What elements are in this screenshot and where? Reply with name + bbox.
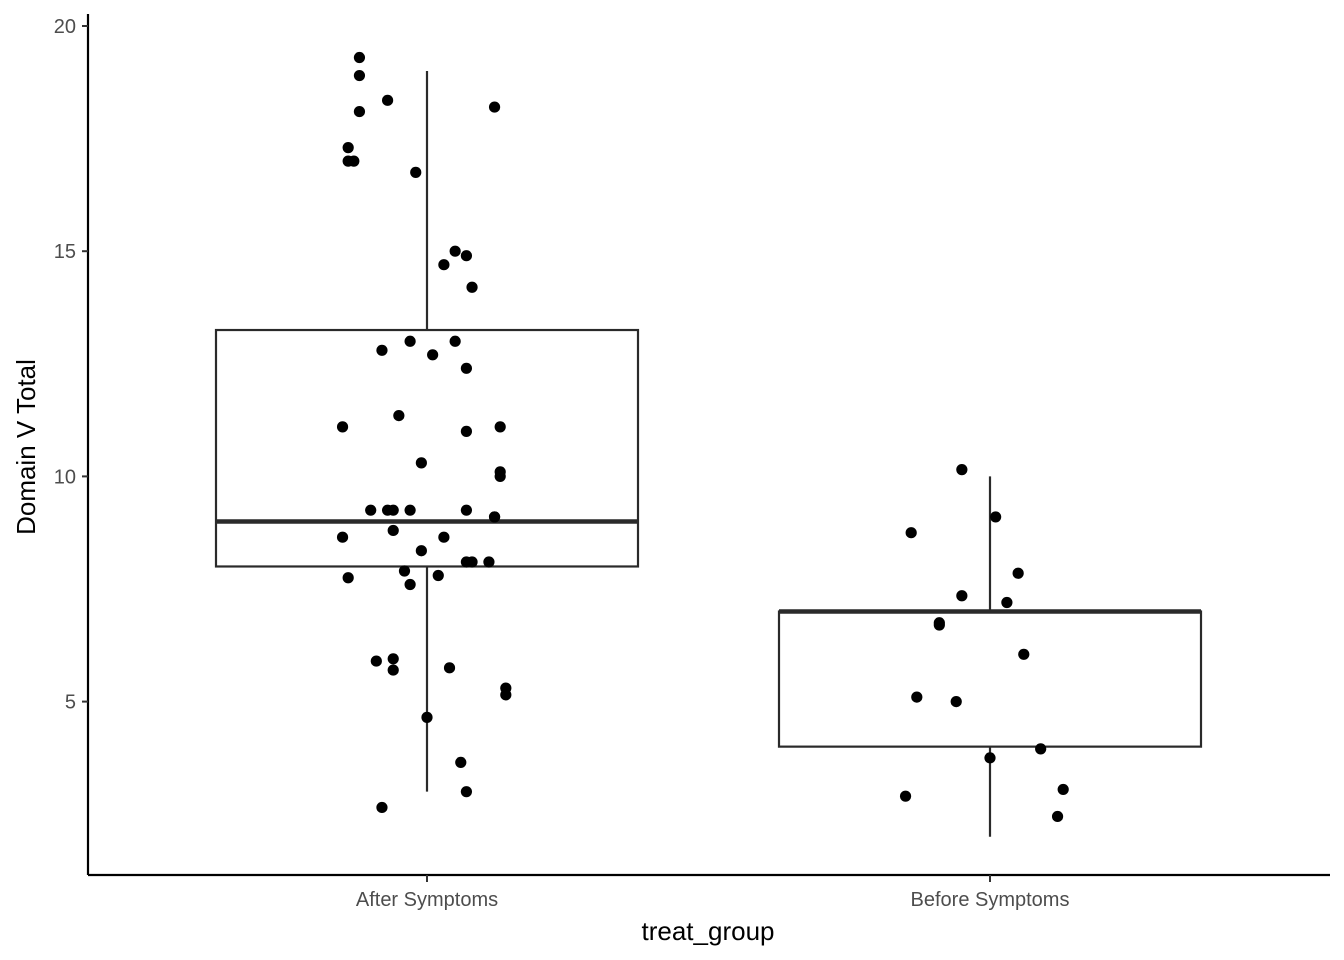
data-point <box>911 691 923 703</box>
data-point <box>438 531 450 543</box>
data-point <box>421 711 433 723</box>
data-point <box>387 664 399 676</box>
data-point <box>1057 783 1069 796</box>
data-point <box>956 464 968 476</box>
data-point <box>376 344 388 356</box>
y-tick-label: 5 <box>65 692 76 714</box>
data-point <box>342 572 354 584</box>
data-point <box>460 425 473 437</box>
x-axis-title: treat_group <box>642 916 775 946</box>
data-point <box>387 524 399 537</box>
data-point <box>1012 567 1024 579</box>
data-point <box>460 786 473 798</box>
data-point <box>950 696 962 708</box>
data-point <box>353 51 366 64</box>
data-point <box>398 565 411 577</box>
boxes-layer <box>214 71 1203 837</box>
data-point <box>342 142 354 154</box>
data-point <box>500 689 512 701</box>
data-point <box>933 619 945 631</box>
data-point <box>483 556 495 568</box>
data-point <box>353 105 366 118</box>
box-iqr <box>214 328 640 568</box>
data-point <box>387 653 399 665</box>
data-point <box>404 504 416 516</box>
data-point <box>984 752 996 764</box>
data-point <box>1035 743 1047 755</box>
data-point <box>1018 648 1030 660</box>
data-point <box>348 155 360 167</box>
data-point <box>336 421 349 433</box>
data-point <box>443 662 456 674</box>
data-point <box>494 470 506 482</box>
y-tick-label: 20 <box>54 16 76 38</box>
data-point <box>410 166 422 178</box>
data-point <box>460 504 473 516</box>
data-point <box>432 569 444 582</box>
data-point <box>336 531 349 543</box>
box-iqr <box>777 610 1203 748</box>
data-point <box>353 69 366 82</box>
data-point <box>365 504 377 516</box>
axes-layer <box>86 14 1330 877</box>
y-tick-label: 15 <box>54 241 76 263</box>
data-point <box>488 511 501 523</box>
x-tick-label: Before Symptoms <box>911 889 1070 911</box>
data-point <box>460 362 473 374</box>
data-point <box>415 457 427 469</box>
data-point <box>466 281 478 293</box>
data-point <box>381 94 394 106</box>
x-tick-label: After Symptoms <box>356 889 498 911</box>
data-point <box>404 578 416 591</box>
data-point <box>455 756 467 769</box>
data-point <box>1001 596 1013 609</box>
data-point <box>427 349 439 361</box>
data-point <box>404 335 416 347</box>
data-point <box>449 245 461 257</box>
x-ticks: After Symptoms Before Symptoms <box>356 875 1070 911</box>
data-point <box>460 250 473 262</box>
data-point <box>1051 810 1064 823</box>
data-point <box>449 335 461 347</box>
data-point <box>488 101 501 113</box>
data-point <box>460 556 473 568</box>
data-point <box>370 655 382 667</box>
data-point <box>376 801 388 814</box>
y-axis-title: Domain V Total <box>11 359 41 535</box>
data-point <box>990 511 1002 523</box>
data-point <box>494 421 506 433</box>
data-point <box>899 790 912 802</box>
data-point <box>438 259 450 271</box>
data-point <box>415 545 427 557</box>
points-layer <box>336 51 1069 823</box>
data-point <box>393 409 405 422</box>
data-point <box>905 527 917 539</box>
y-tick-label: 10 <box>54 466 76 488</box>
data-point <box>387 504 399 516</box>
data-point <box>956 590 968 602</box>
y-ticks: 5 10 15 20 <box>54 16 88 714</box>
